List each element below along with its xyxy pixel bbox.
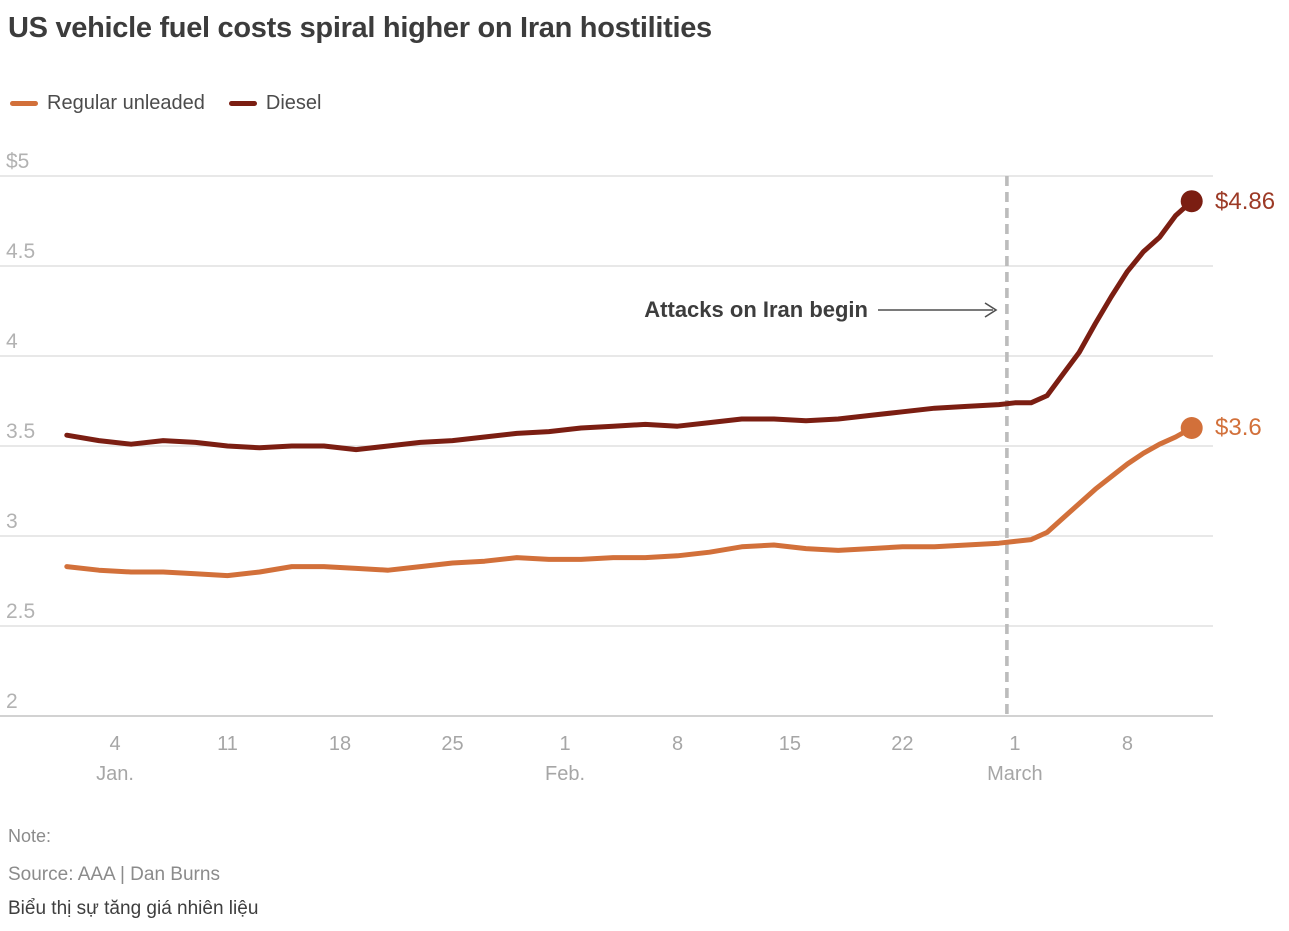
x-axis-day-label: 8 [672,733,683,755]
y-axis-tick-label: 4 [6,330,18,353]
regular-unleaded-swatch-icon [10,101,38,106]
regular-unleaded-end-value-label: $3.6 [1215,414,1262,441]
legend-item-diesel: Diesel [228,92,322,115]
legend-label-regular-unleaded: Regular unleaded [47,92,205,114]
legend-label-diesel: Diesel [265,92,322,114]
y-axis-tick-label: 2.5 [6,600,35,623]
y-axis-tick-label: 3 [6,510,18,533]
x-axis-day-label: 15 [779,733,801,755]
x-axis-day-label: 11 [217,733,238,755]
caption-text: Biểu thị sự tăng giá nhiên liệu [8,898,259,919]
x-axis-day-label: 18 [329,733,351,755]
x-axis-day-label: 25 [441,733,463,755]
diesel-swatch-icon [228,101,257,106]
x-axis-month-label: Feb. [545,763,585,785]
end-dot-diesel [1180,190,1203,213]
y-axis-tick-label: 2 [6,690,18,713]
chart-title: US vehicle fuel costs spiral higher on I… [8,12,712,44]
x-axis-day-label: 1 [559,733,570,755]
series-line-diesel [64,198,1195,453]
y-axis-tick-label: $5 [6,150,29,173]
x-axis-day-label: 4 [109,733,120,755]
annotation-arrow-head-icon [984,302,998,318]
x-axis-month-label: Jan. [96,763,134,785]
legend-item-regular-unleaded: Regular unleaded [10,92,205,115]
diesel-end-value-label: $4.86 [1215,188,1276,215]
x-axis-day-label: 8 [1122,733,1133,755]
end-dot-regular-unleaded [1180,417,1203,439]
series-line-regular-unleaded [64,425,1195,579]
source-text: Source: AAA | Dan Burns [8,864,220,885]
note-text: Note: [8,826,52,846]
y-axis-tick-label: 4.5 [6,240,35,263]
event-annotation-text: Attacks on Iran begin [644,297,868,322]
x-axis-day-label: 1 [1009,733,1020,755]
y-axis-tick-label: 3.5 [6,420,35,443]
x-axis-month-label: March [987,763,1043,785]
x-axis-day-label: 22 [891,733,913,755]
legend: Regular unleaded Diesel [10,92,321,115]
